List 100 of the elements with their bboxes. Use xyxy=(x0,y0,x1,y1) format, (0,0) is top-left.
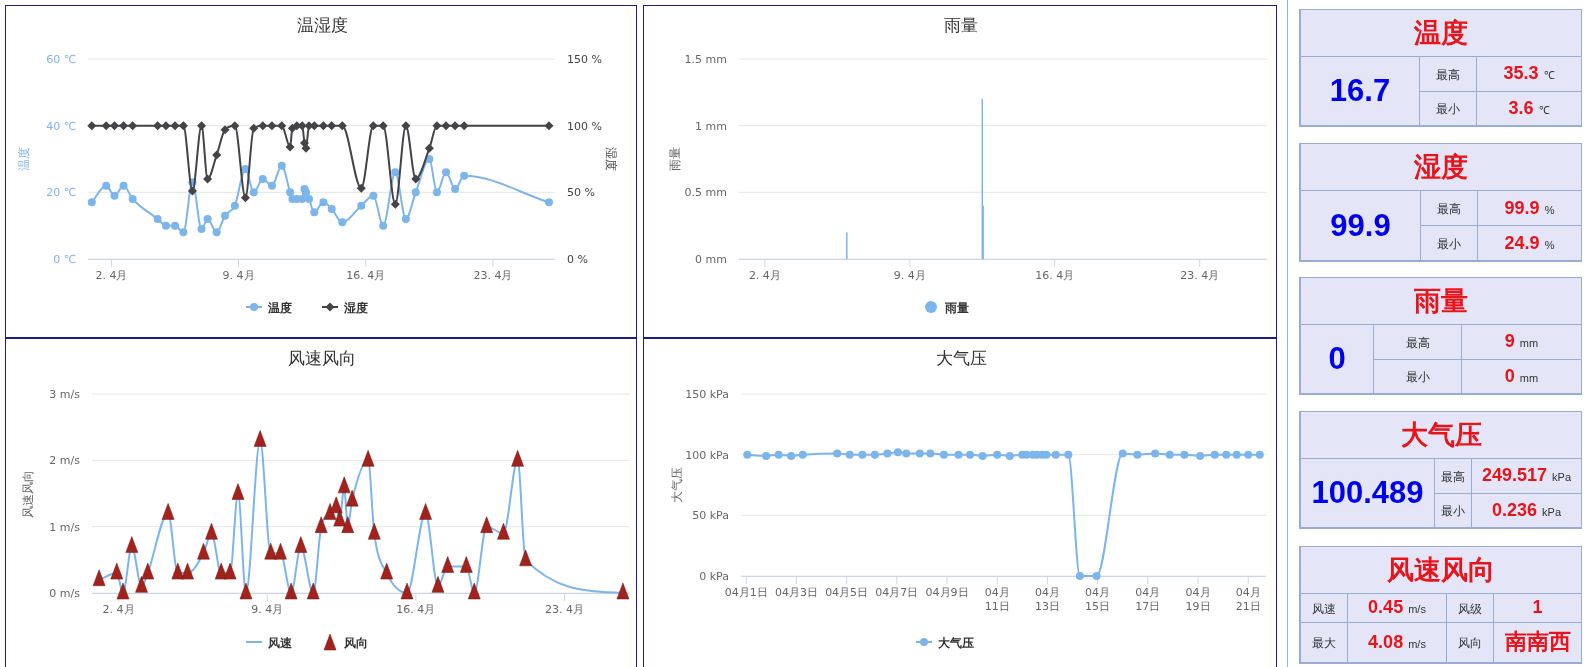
text: 最小 xyxy=(1437,237,1461,251)
x-tick-label: 23. 4月 xyxy=(473,269,513,282)
x-tick-label: 16. 4月 xyxy=(1035,269,1075,282)
text: 风级 xyxy=(1458,601,1482,616)
legend: 雨量 xyxy=(925,301,969,315)
text: 9 xyxy=(1504,331,1515,352)
text: 风速风向 xyxy=(1387,554,1495,585)
x-tick-label: 04月5日 xyxy=(825,586,869,599)
text: 最大 xyxy=(1312,636,1336,651)
text: 最小 xyxy=(1436,102,1460,117)
legend-label: 湿度 xyxy=(343,301,368,315)
text: 风向 xyxy=(1458,636,1482,651)
x-tick-label: 04月11日 xyxy=(984,586,1010,613)
x-tick-label: 9. 4月 xyxy=(222,269,255,282)
x-tick-label: 16. 4月 xyxy=(346,269,386,282)
text: 0.45 xyxy=(1368,597,1404,618)
text: % xyxy=(1544,203,1555,216)
text: % xyxy=(1544,238,1555,251)
x-tick-label: 04月7日 xyxy=(875,586,919,599)
text: 4.08 xyxy=(1368,631,1404,652)
y-tick-label: 60 ℃ xyxy=(46,53,76,66)
legend-label: 风向 xyxy=(343,636,368,650)
y-tick-label: 1 mm xyxy=(695,119,727,133)
y2-tick-label: 0 % xyxy=(567,253,588,266)
y-axis-title: 雨量 xyxy=(668,147,682,171)
text: 湿度 xyxy=(1414,151,1468,182)
legend: 大气压 xyxy=(915,636,974,650)
x-tick-label: 04月9日 xyxy=(925,586,969,599)
text: m/s xyxy=(1408,603,1426,616)
chart-title: 温湿度 xyxy=(296,15,348,35)
x-tick-label: 04月1日 xyxy=(724,586,768,599)
y-tick-label: 50 kPa xyxy=(692,509,729,523)
text: 0.236 xyxy=(1492,499,1538,520)
y-tick-label: 100 kPa xyxy=(685,448,729,462)
x-tick-label: 04月17日 xyxy=(1135,586,1161,613)
y-tick-label: 0 m/s xyxy=(49,587,81,600)
text: 99.9 xyxy=(1504,197,1540,218)
x-tick-label: 9. 4月 xyxy=(251,603,284,616)
text: 南南西 xyxy=(1504,629,1571,655)
y2-axis-title: 湿度 xyxy=(604,147,618,171)
y-tick-label: 0 ℃ xyxy=(53,253,76,266)
text: 最高 xyxy=(1436,67,1460,82)
legend-label: 风速 xyxy=(267,636,293,650)
text: 0 xyxy=(1328,341,1346,376)
y-tick-label: 40 ℃ xyxy=(46,119,76,133)
text: 100.489 xyxy=(1311,475,1424,510)
y-axis-title: 大气压 xyxy=(670,467,684,503)
x-tick-label: 2. 4月 xyxy=(102,603,135,616)
y-axis-title: 风速风向 xyxy=(21,469,35,518)
x-tick-label: 16. 4月 xyxy=(396,603,436,616)
x-tick-label: 04月21日 xyxy=(1235,586,1261,613)
text: m/s xyxy=(1408,637,1426,650)
text: 249.517 xyxy=(1481,465,1548,486)
text: 最高 xyxy=(1441,469,1465,484)
text: mm xyxy=(1519,337,1539,350)
text: kPa xyxy=(1552,471,1572,484)
text: 大气压 xyxy=(1400,419,1482,450)
y-axis-title: 温度 xyxy=(17,147,31,171)
legend-label: 温度 xyxy=(267,301,292,315)
y-tick-label: 0 kPa xyxy=(699,570,729,583)
text: 最高 xyxy=(1405,335,1430,350)
y2-tick-label: 100 % xyxy=(567,119,602,133)
text: 0 xyxy=(1504,365,1515,386)
y-tick-label: 20 ℃ xyxy=(46,186,76,200)
y-tick-label: 0 mm xyxy=(695,253,727,266)
y-tick-label: 3 m/s xyxy=(49,388,81,401)
text: 温度 xyxy=(1414,17,1468,48)
text: 99.9 xyxy=(1330,207,1391,243)
y-tick-label: 1.5 mm xyxy=(684,53,727,66)
text: mm xyxy=(1519,371,1539,384)
chart-title: 风速风向 xyxy=(288,348,356,368)
text: ℃ xyxy=(1538,103,1550,116)
x-tick-label: 04月13日 xyxy=(1034,586,1060,613)
chart-title: 大气压 xyxy=(935,348,987,368)
text: ℃ xyxy=(1543,69,1555,82)
y2-tick-label: 50 % xyxy=(567,186,595,200)
text: 雨量 xyxy=(1414,285,1468,316)
text: kPa xyxy=(1542,505,1562,518)
chart-title: 雨量 xyxy=(944,15,978,35)
x-tick-label: 2. 4月 xyxy=(95,269,128,282)
text: 最高 xyxy=(1437,202,1461,216)
text: 1 xyxy=(1532,597,1543,618)
y2-tick-label: 150 % xyxy=(567,53,602,66)
x-tick-label: 23. 4月 xyxy=(1180,269,1220,282)
text: 35.3 xyxy=(1503,63,1539,84)
text: 最小 xyxy=(1405,370,1430,385)
y-tick-label: 1 m/s xyxy=(49,520,81,534)
text: 24.9 xyxy=(1504,232,1540,253)
text: 风速 xyxy=(1312,601,1336,616)
x-tick-label: 9. 4月 xyxy=(893,269,926,282)
text: 最小 xyxy=(1441,504,1465,519)
x-tick-label: 23. 4月 xyxy=(545,603,585,616)
legend-label: 大气压 xyxy=(938,636,974,650)
y-tick-label: 2 m/s xyxy=(49,454,81,468)
text: 16.7 xyxy=(1329,73,1391,108)
text: 3.6 xyxy=(1508,97,1534,118)
y-tick-label: 0.5 mm xyxy=(684,186,727,200)
x-tick-label: 04月19日 xyxy=(1185,586,1211,613)
x-tick-label: 2. 4月 xyxy=(748,269,781,282)
x-tick-label: 04月3日 xyxy=(774,586,818,599)
